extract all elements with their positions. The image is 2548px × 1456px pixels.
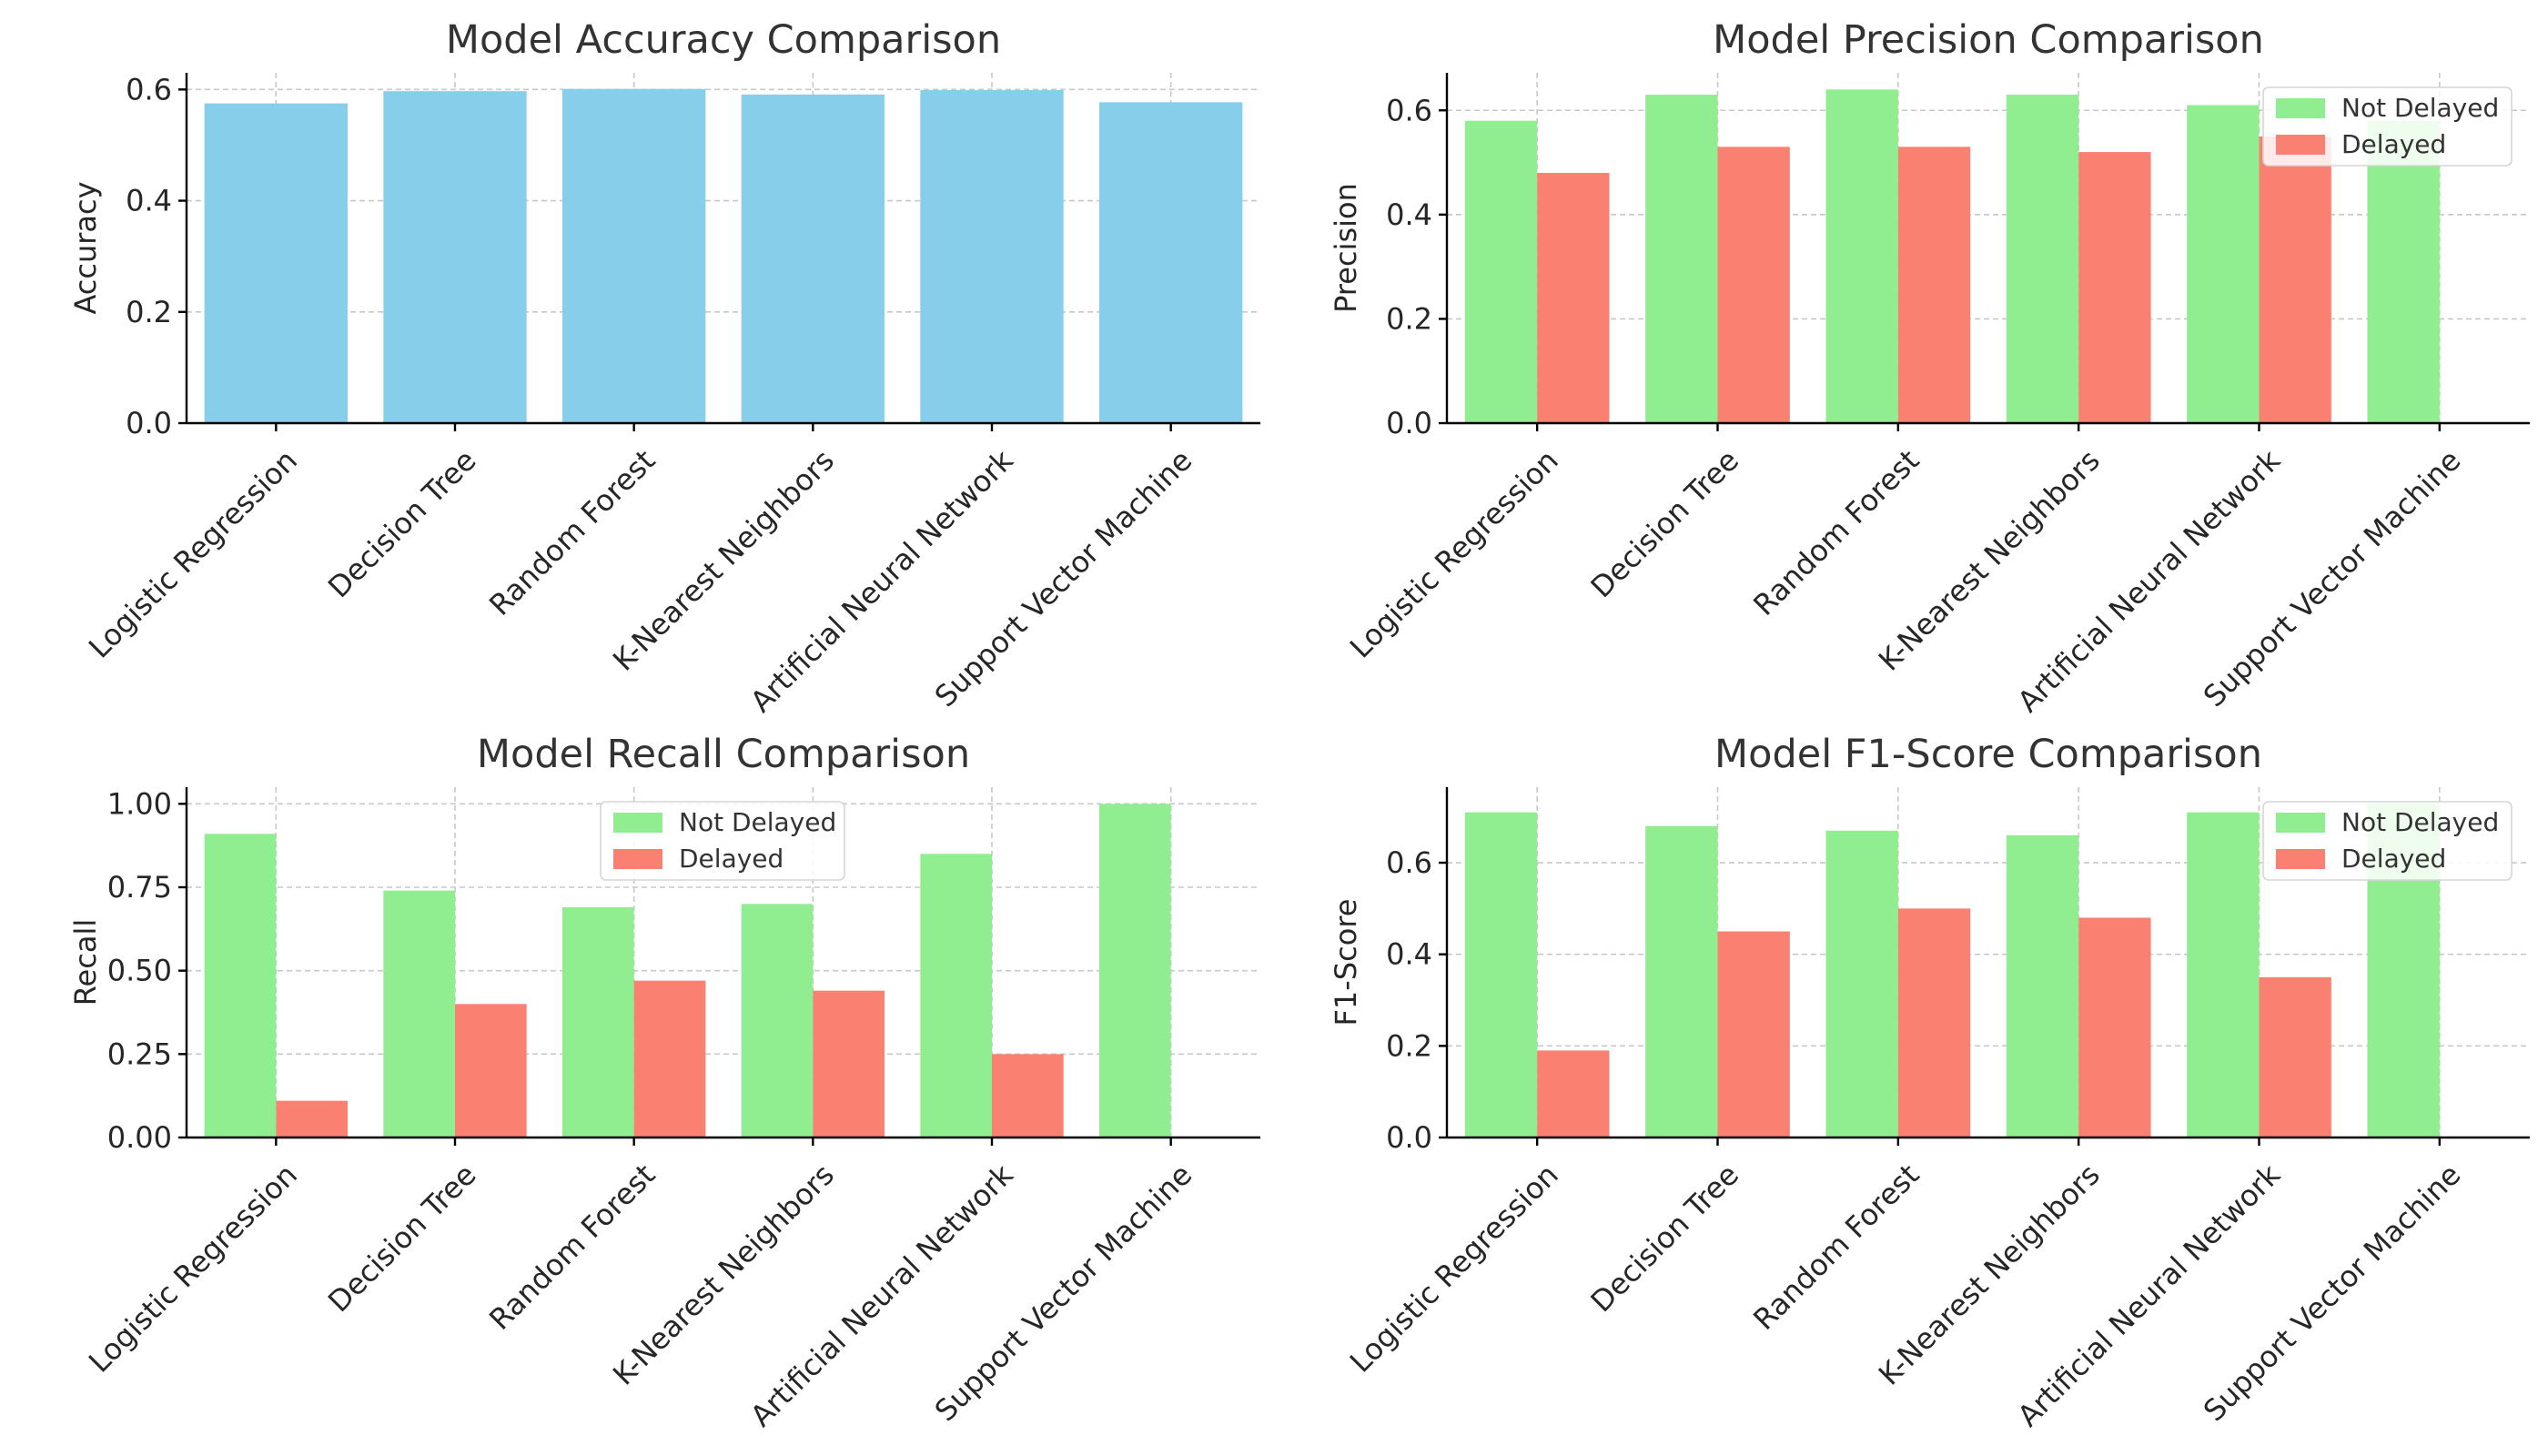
y-tick-label: 0.2 [1386,301,1432,336]
bar-delayed-4 [813,990,885,1138]
legend: Not Delayed Delayed [2262,86,2513,167]
bar-delayed-1 [276,1100,348,1138]
legend-swatch-delayed [2276,849,2325,869]
y-tick-label: 0.00 [107,1120,172,1155]
bar-delayed-3 [633,980,706,1138]
x-tick-label: Logistic Regression [1343,1158,1565,1380]
y-tick-label: 0.0 [1386,1120,1432,1155]
bar-delayed-4 [2078,917,2151,1138]
x-tick-label: Decision Tree [1584,1158,1746,1320]
legend-label-not-delayed: Not Delayed [679,807,836,837]
x-tick-label: Random Forest [1746,443,1926,622]
legend: Not Delayed Delayed [2262,801,2513,881]
bar-not-delayed-5 [2187,105,2260,423]
chart-title: Model Precision Comparison [1713,17,2264,63]
x-tick-label: Logistic Regression [82,443,304,665]
legend-label-not-delayed: Not Delayed [2341,93,2499,123]
x-tick-label: Random Forest [482,443,662,622]
y-tick-label: 0.4 [1386,937,1432,972]
bar-not-delayed-3 [562,907,634,1138]
y-tick-label: 0.25 [107,1036,172,1071]
bar-value-5 [920,89,1064,423]
bar-delayed-1 [1537,173,1610,423]
bar-value-1 [204,103,348,423]
x-tick-label: Random Forest [1746,1158,1926,1337]
x-tick-label: Decision Tree [321,443,483,605]
bar-not-delayed-6 [1099,804,1171,1138]
x-tick-label: Decision Tree [321,1158,483,1320]
x-tick-label: Random Forest [482,1158,662,1337]
bar-not-delayed-1 [1464,812,1538,1138]
legend-swatch-delayed [2276,135,2325,155]
y-tick-label: 0.4 [126,184,172,218]
bar-value-4 [741,94,885,423]
bar-delayed-2 [1717,147,1790,423]
bar-value-2 [383,91,527,424]
legend-label-delayed: Delayed [2341,844,2446,874]
y-tick-label: 0.0 [126,406,172,440]
bar-delayed-4 [2078,152,2151,424]
y-tick-label: 0.6 [126,72,172,106]
y-tick-label: 0.4 [1386,197,1432,232]
legend-swatch-delayed [613,849,662,869]
bar-value-3 [562,88,706,423]
bar-value-6 [1099,102,1243,423]
x-tick-label: Logistic Regression [1343,443,1565,665]
legend-swatch-not-delayed [613,813,662,833]
y-tick-label: 0.75 [107,870,172,905]
y-tick-label: 1.00 [107,786,172,821]
legend-frame [2262,86,2513,167]
bar-not-delayed-1 [1464,120,1538,424]
bar-not-delayed-5 [920,854,992,1138]
bar-not-delayed-2 [1645,95,1718,423]
legend-label-delayed: Delayed [2341,129,2446,159]
bar-not-delayed-1 [204,834,277,1138]
bar-delayed-5 [2259,976,2331,1138]
bar-not-delayed-4 [2006,95,2079,423]
chart-title: Model Accuracy Comparison [446,17,1001,63]
chart-panel-4: 0.0 0.2 0.4 0.6 Logistic Regression Decision … [1329,732,2530,1433]
y-tick-label: 0.2 [1386,1028,1432,1063]
bar-delayed-5 [992,1054,1064,1138]
chart-title: Model F1-Score Comparison [1714,732,2262,777]
y-tick-label: 0.0 [1386,406,1432,440]
x-tick-label: Logistic Regression [82,1158,304,1380]
bar-delayed-3 [1897,147,1971,423]
bar-delayed-5 [2259,136,2331,424]
bar-not-delayed-6 [2367,120,2440,424]
y-axis-label: Accuracy [68,181,103,314]
bar-delayed-2 [455,1004,527,1138]
bar-delayed-3 [1897,908,1971,1138]
bar-delayed-2 [1717,931,1790,1138]
y-tick-label: 0.2 [126,295,172,329]
x-tick-label: Decision Tree [1584,443,1746,605]
chart-panel-1: 0.0 0.2 0.4 0.6 Logistic Regression Decision … [68,17,1260,719]
y-axis-label: F1-Score [1329,899,1363,1026]
y-tick-label: 0.50 [107,954,172,988]
bar-not-delayed-4 [741,904,814,1138]
legend-swatch-not-delayed [2276,813,2325,833]
bar-not-delayed-3 [1825,830,1898,1138]
y-axis-label: Precision [1329,183,1363,313]
bar-not-delayed-2 [1645,825,1718,1138]
bar-not-delayed-3 [1825,89,1898,423]
y-axis-label: Recall [68,919,103,1006]
bar-delayed-1 [1537,1050,1610,1138]
legend-label-delayed: Delayed [679,844,784,874]
bar-not-delayed-4 [2006,834,2079,1138]
legend-swatch-not-delayed [2276,98,2325,118]
legend-label-not-delayed: Not Delayed [2341,807,2499,837]
bar-not-delayed-5 [2187,812,2260,1138]
legend: Not Delayed Delayed [600,801,845,881]
chart-title: Model Recall Comparison [477,732,970,777]
y-tick-label: 0.6 [1386,93,1432,127]
y-tick-label: 0.6 [1386,845,1432,880]
legend-frame [2262,801,2513,881]
bar-not-delayed-2 [383,890,455,1138]
chart-panel-2: 0.0 0.2 0.4 0.6 Logistic Regression Decision … [1329,17,2530,719]
